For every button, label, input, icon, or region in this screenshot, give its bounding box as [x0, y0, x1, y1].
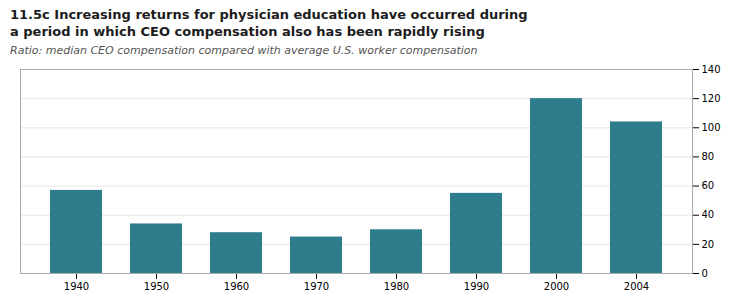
html-text:Ratio: median CEO compensation: Ratio: median CEO compensation compared … [10, 44, 478, 57]
svg-text:20: 20 [702, 239, 715, 250]
svg-text:1980: 1980 [384, 281, 409, 292]
svg-text:1940: 1940 [64, 281, 89, 292]
svg-text:60: 60 [702, 180, 715, 191]
svg-text:2004: 2004 [624, 281, 649, 292]
svg-text:0: 0 [702, 268, 708, 279]
svg-text:1990: 1990 [464, 281, 489, 292]
svg-text:80: 80 [702, 151, 715, 162]
svg-text:120: 120 [702, 93, 721, 104]
html-text:a period in which CEO compensa: a period in which CEO compensation also … [10, 24, 485, 39]
svg-text:1970: 1970 [304, 281, 329, 292]
svg-text:1950: 1950 [144, 281, 169, 292]
svg-text:100: 100 [702, 122, 721, 133]
html-text:11.5c Increasing returns for p: 11.5c Increasing returns for physician e… [10, 7, 528, 22]
svg-text:1960: 1960 [224, 281, 249, 292]
svg-text:2000: 2000 [544, 281, 569, 292]
svg-text:40: 40 [702, 209, 715, 220]
svg-text:140: 140 [702, 64, 721, 75]
